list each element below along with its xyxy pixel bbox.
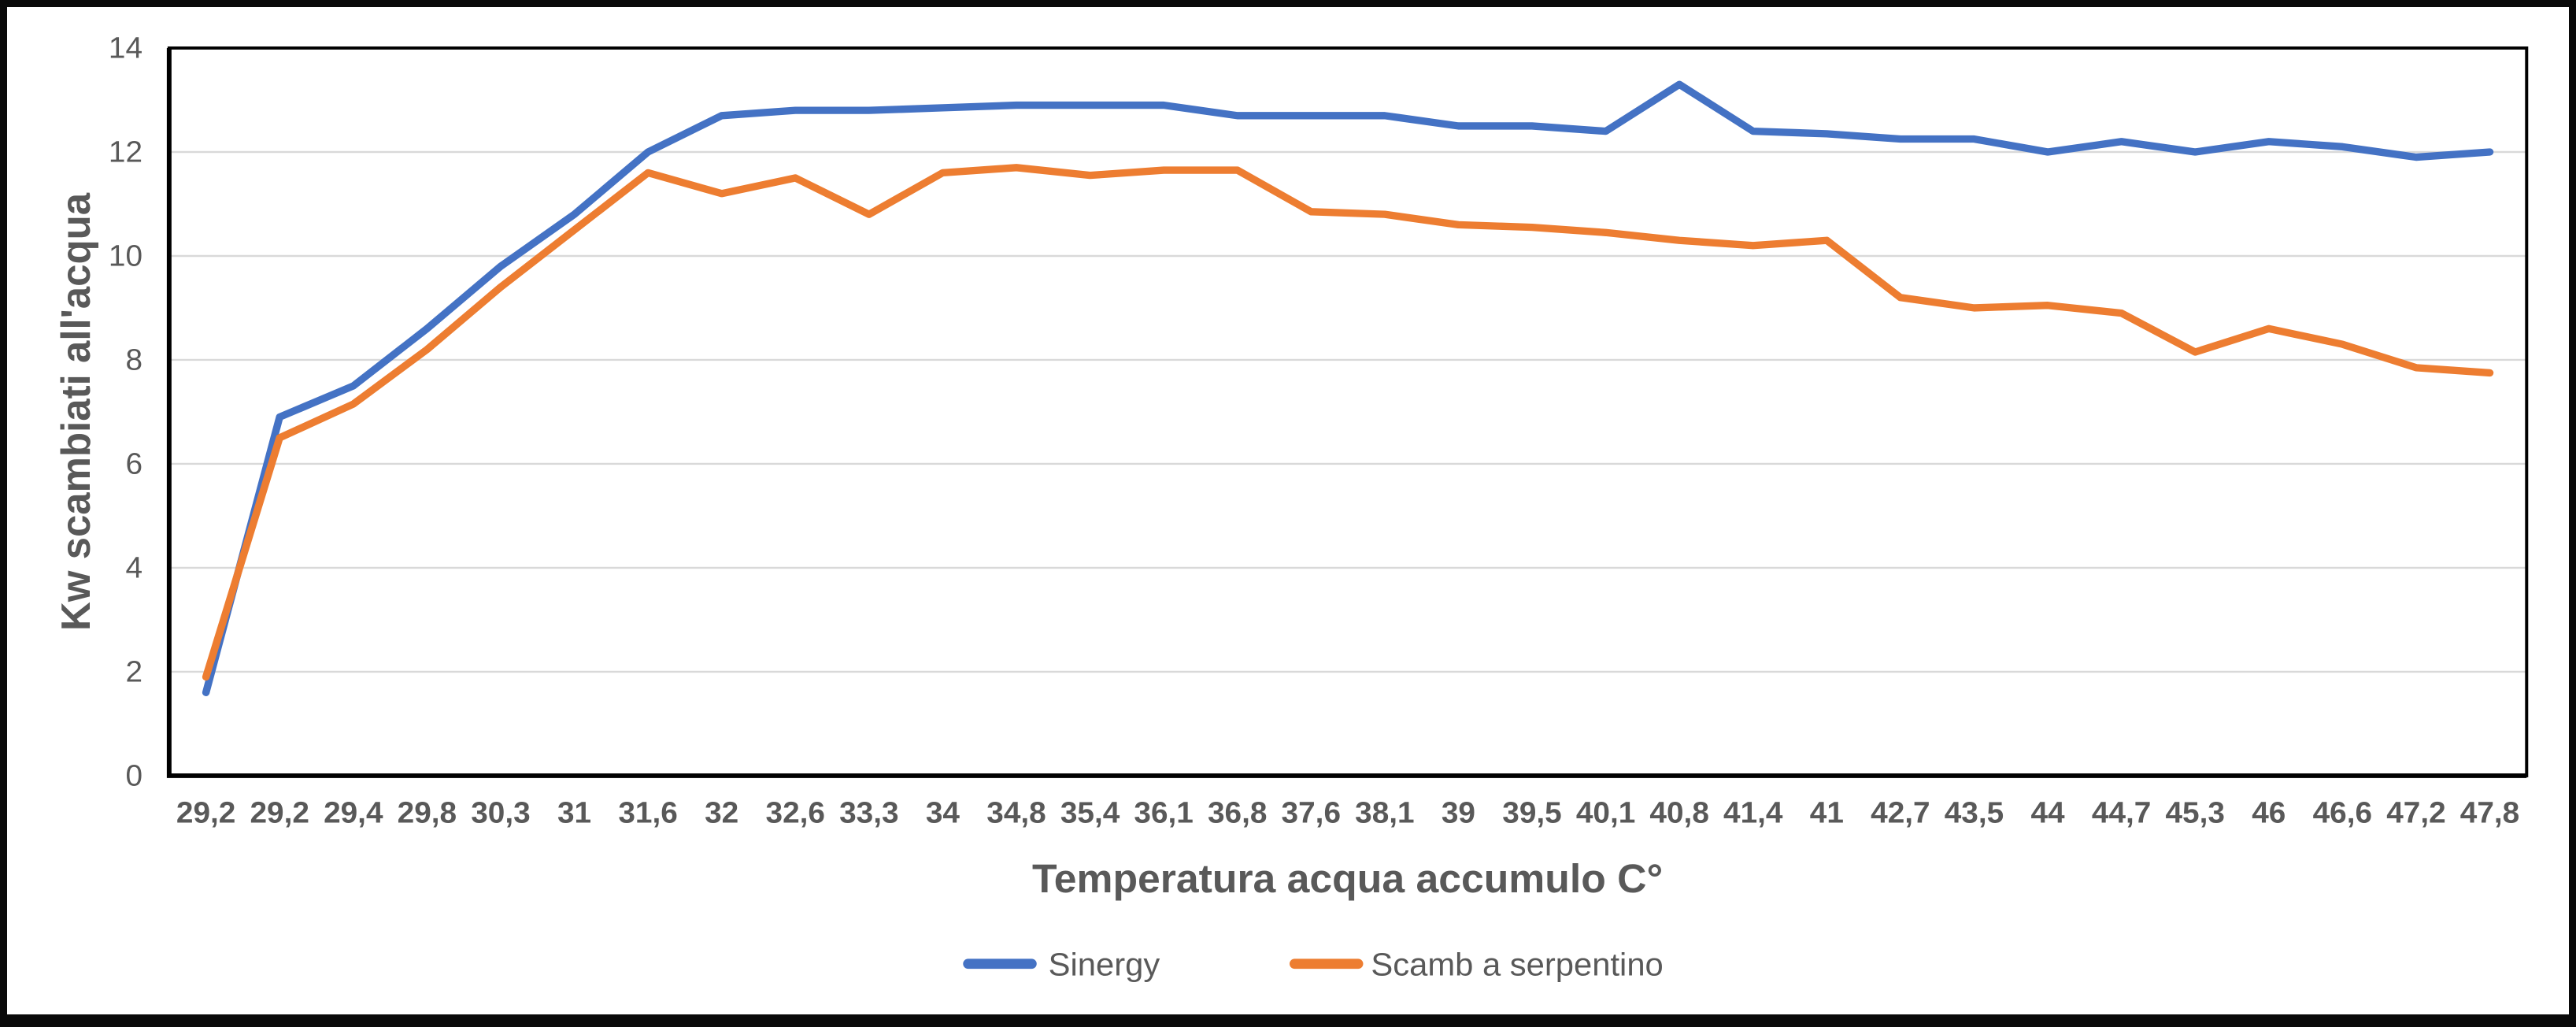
x-axis-title: Temperatura acqua accumulo C° [1032,856,1663,901]
x-tick-label: 29,4 [324,796,383,830]
y-tick-label: 14 [109,32,142,65]
x-tick-label: 47,2 [2386,796,2445,830]
legend-label-scamb-a-serpentino: Scamb a serpentino [1371,946,1663,983]
x-tick-label: 32,6 [766,796,825,830]
x-tick-label: 40,1 [1576,796,1635,830]
x-tick-label: 43,5 [1945,796,2004,830]
x-tick-label: 46,6 [2313,796,2372,830]
legend: Sinergy Scamb a serpentino [963,946,1664,983]
x-tick-label: 44 [2030,796,2065,830]
x-tick-label: 29,2 [176,796,235,830]
axis-lines [166,47,2527,778]
y-tick-label: 8 [125,343,142,377]
y-tick-label: 2 [125,655,142,689]
y-tick-label: 12 [109,135,142,169]
series-line-sinergy [202,80,2494,696]
y-axis-title: Kw scambiati all'acqua [54,192,98,631]
x-tick-label: 39 [1442,796,1475,830]
x-tick-label: 41 [1810,796,1844,830]
x-tick-label: 42,7 [1871,796,1930,830]
x-tick-label: 32 [705,796,738,830]
x-tick-label: 37,6 [1282,796,1341,830]
x-tick-label: 44,7 [2092,796,2151,830]
x-tick-label: 45,3 [2165,796,2224,830]
x-tick-label: 29,2 [250,796,309,830]
x-tick-label: 46 [2252,796,2285,830]
y-tick-label: 10 [109,239,142,273]
x-tick-label: 34 [926,796,960,830]
gridlines [168,150,2527,673]
x-tick-label: 36,8 [1208,796,1267,830]
x-tick-label: 40,8 [1649,796,1708,830]
x-tick-label: 41,4 [1723,796,1783,830]
x-tick-label: 33,3 [839,796,898,830]
legend-marker-sinergy [963,958,1037,970]
x-tick-label: 30,3 [471,796,530,830]
x-tick-label: 39,5 [1502,796,1561,830]
x-tick-label: 34,8 [986,796,1046,830]
x-axis-tick-labels: 29,2 29,2 29,4 29,8 30,3 31 31,6 32 32,6 33,3 34 34… [176,796,2519,830]
plot-border [166,46,2529,778]
x-tick-label: 31,6 [618,796,677,830]
legend-marker-scamb-a-serpentino [1289,958,1364,970]
legend-label-sinergy: Sinergy [1049,946,1160,983]
x-tick-label: 36,1 [1134,796,1193,830]
y-axis-tick-labels: 0 2 4 6 8 10 12 14 [109,32,142,793]
y-tick-label: 0 [125,759,142,793]
x-tick-label: 29,8 [398,796,457,830]
series-lines [202,80,2494,696]
x-tick-label: 35,4 [1060,796,1120,830]
y-tick-label: 4 [125,551,142,585]
x-tick-label: 38,1 [1355,796,1414,830]
x-tick-label: 47,8 [2460,796,2519,830]
x-tick-label: 31 [557,796,591,830]
y-tick-label: 6 [125,447,142,481]
plot-area-border [167,46,2529,777]
series-line-scamb-a-serpentino [202,164,2494,681]
